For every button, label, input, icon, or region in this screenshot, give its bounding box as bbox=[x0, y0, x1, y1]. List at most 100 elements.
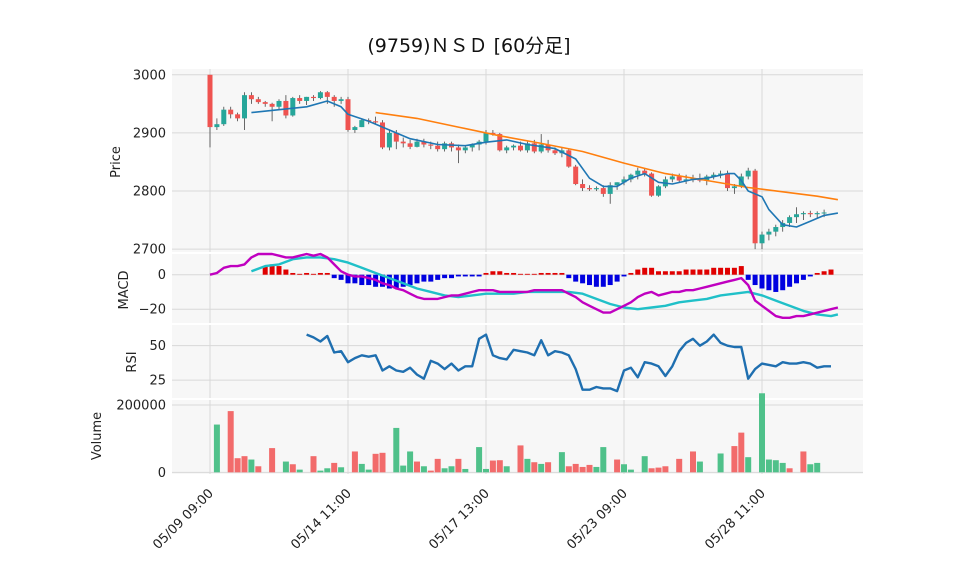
candle-down bbox=[255, 99, 261, 103]
candle-up bbox=[214, 124, 220, 128]
volume-bar bbox=[489, 460, 496, 473]
price-ytick-label: 2700 bbox=[133, 243, 166, 258]
candle-up bbox=[504, 147, 510, 151]
candle-up bbox=[483, 132, 489, 142]
volume-bar bbox=[338, 467, 345, 473]
volume-bar bbox=[241, 456, 248, 473]
macd-hist-bar bbox=[531, 273, 537, 275]
macd-hist-bar bbox=[400, 274, 406, 287]
macd-hist-bar bbox=[628, 272, 634, 275]
macd-hist-bar bbox=[656, 271, 661, 275]
price-panel: Price bbox=[109, 69, 863, 252]
volume-bar bbox=[234, 458, 241, 473]
x-tick-label: 05/23 09:00 bbox=[564, 486, 631, 553]
candle-down bbox=[497, 134, 503, 151]
rsi-axis-label: RSI bbox=[125, 351, 140, 372]
candle-up bbox=[656, 186, 661, 196]
macd-hist-bar bbox=[428, 274, 434, 282]
candle-down bbox=[262, 102, 268, 104]
price-ytick-label: 3000 bbox=[133, 68, 166, 83]
macd-hist-bar bbox=[331, 274, 337, 279]
candle-down bbox=[207, 74, 213, 128]
macd-hist-bar bbox=[593, 274, 599, 287]
macd-hist-bar bbox=[407, 274, 413, 286]
candle-down bbox=[331, 96, 337, 101]
candle-up bbox=[628, 174, 634, 180]
candle-down bbox=[573, 166, 579, 185]
macd-hist-bar bbox=[814, 272, 820, 275]
volume-bar bbox=[627, 469, 634, 473]
macd-hist-bar bbox=[476, 274, 482, 277]
volume-bar bbox=[779, 462, 786, 473]
volume-bar bbox=[738, 432, 745, 473]
macd-hist-bar bbox=[338, 274, 344, 280]
candle-up bbox=[469, 144, 475, 148]
volume-bar bbox=[579, 466, 586, 473]
candle-down bbox=[566, 150, 572, 167]
candle-down bbox=[435, 145, 441, 150]
indicator-lines bbox=[209, 100, 839, 393]
volume-bar bbox=[800, 451, 807, 473]
candle-up bbox=[683, 179, 689, 181]
candle-down bbox=[580, 184, 586, 189]
volume-bar bbox=[621, 464, 627, 473]
macd-hist-bar bbox=[317, 272, 323, 275]
candle-up bbox=[462, 147, 468, 151]
sma-short-line bbox=[251, 100, 839, 228]
candle-down bbox=[421, 141, 427, 145]
macd-hist-bar bbox=[718, 267, 724, 275]
volume-bar bbox=[393, 427, 400, 473]
candle-up bbox=[593, 188, 599, 190]
macd-hist-bar bbox=[462, 274, 468, 277]
volume-ytick-label: 0 bbox=[158, 466, 166, 481]
candle-down bbox=[324, 92, 330, 97]
candle-up bbox=[538, 144, 544, 152]
macd-hist-bar bbox=[794, 274, 799, 284]
volume-bar bbox=[538, 463, 545, 473]
volume-bar bbox=[503, 466, 510, 473]
macd-hist-bar bbox=[276, 266, 282, 275]
macd-hist-bar bbox=[580, 274, 586, 284]
volume-bar bbox=[310, 456, 317, 473]
volume-bar bbox=[676, 458, 683, 473]
chart-title: (9759)ＮＳＤ [60分足] bbox=[367, 35, 570, 57]
macd-hist-bar bbox=[490, 271, 496, 275]
volume-bar bbox=[696, 461, 703, 473]
macd-hist-bar bbox=[297, 273, 303, 275]
macd-ytick-label: −20 bbox=[139, 303, 166, 318]
macd-hist-bar bbox=[662, 271, 668, 275]
macd-axis-label: MACD bbox=[117, 271, 132, 310]
macd-hist-bar bbox=[414, 274, 420, 284]
macd-hist-bar bbox=[669, 271, 675, 275]
candle-up bbox=[759, 234, 765, 244]
volume-bar bbox=[476, 447, 483, 473]
macd-hist-bar bbox=[552, 272, 558, 275]
macd-hist-bar bbox=[269, 264, 275, 275]
macd-hist-bar bbox=[455, 274, 461, 277]
macd-hist-bar bbox=[366, 274, 372, 286]
volume-bar bbox=[296, 469, 303, 473]
macd-hist-bar bbox=[449, 274, 454, 279]
volume-bar bbox=[731, 446, 738, 473]
grid-lines bbox=[172, 69, 863, 474]
price-ytick-label: 2900 bbox=[133, 126, 166, 141]
volume-bar bbox=[614, 459, 621, 473]
candle-down bbox=[407, 143, 413, 147]
candle-up bbox=[745, 170, 751, 177]
candle-down bbox=[235, 114, 241, 119]
candle-down bbox=[428, 144, 434, 146]
macd-hist-bar bbox=[711, 267, 717, 275]
macd-hist-bar bbox=[304, 272, 310, 275]
candle-down bbox=[676, 176, 682, 181]
volume-bar bbox=[662, 466, 669, 473]
candle-up bbox=[317, 92, 323, 99]
candle-up bbox=[221, 109, 227, 125]
candle-up bbox=[607, 185, 613, 194]
y-tick-labels: 2700 2800 2900 3000 −20 0 25 50 0 200000 bbox=[116, 68, 166, 481]
candle-up bbox=[800, 213, 806, 215]
candle-up bbox=[442, 143, 448, 150]
volume-bar bbox=[558, 452, 565, 473]
macd-hist-bar bbox=[649, 267, 655, 275]
volume-bar bbox=[351, 451, 358, 473]
